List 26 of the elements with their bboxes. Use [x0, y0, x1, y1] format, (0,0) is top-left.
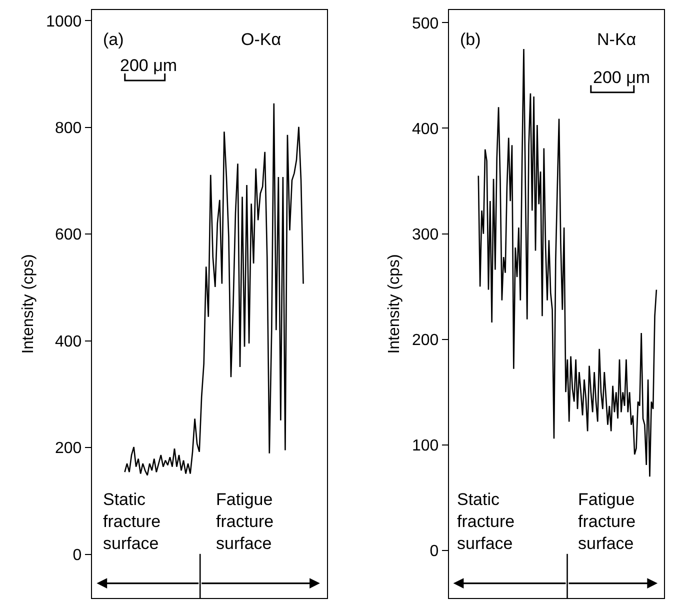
line-series [478, 48, 658, 478]
annotation: Static fracture surface [457, 490, 515, 554]
annotation: N-Kα [597, 30, 636, 49]
annotation: Fatigue fracture surface [216, 490, 274, 554]
y-tick-label: 800 [54, 120, 82, 137]
y-tick-label: 100 [412, 438, 439, 455]
y-tick-label: 500 [412, 15, 439, 32]
annotation: Fatigue fracture surface [578, 490, 636, 554]
y-tick-label: 0 [72, 546, 82, 564]
annotation: O-Kα [241, 30, 282, 49]
y-axis-title: Intensity (cps) [386, 254, 403, 354]
annotation: (b) [460, 30, 481, 49]
y-tick-label: 200 [412, 332, 439, 349]
y-tick-label: 400 [412, 120, 439, 138]
annotation: 200 μm [120, 56, 178, 75]
annotation: (a) [103, 30, 124, 49]
annotation: 200 μm [593, 68, 650, 87]
y-axis-title: Intensity (cps) [20, 254, 37, 354]
line-series [124, 102, 304, 476]
y-tick-label: 1000 [46, 13, 82, 30]
y-tick-label: 200 [54, 440, 82, 458]
y-tick-label: 300 [412, 226, 439, 244]
y-tick-label: 600 [54, 226, 82, 244]
y-tick-label: 0 [430, 543, 439, 560]
y-tick-label: 400 [54, 333, 82, 350]
annotation: Static fracture surface [103, 490, 161, 554]
